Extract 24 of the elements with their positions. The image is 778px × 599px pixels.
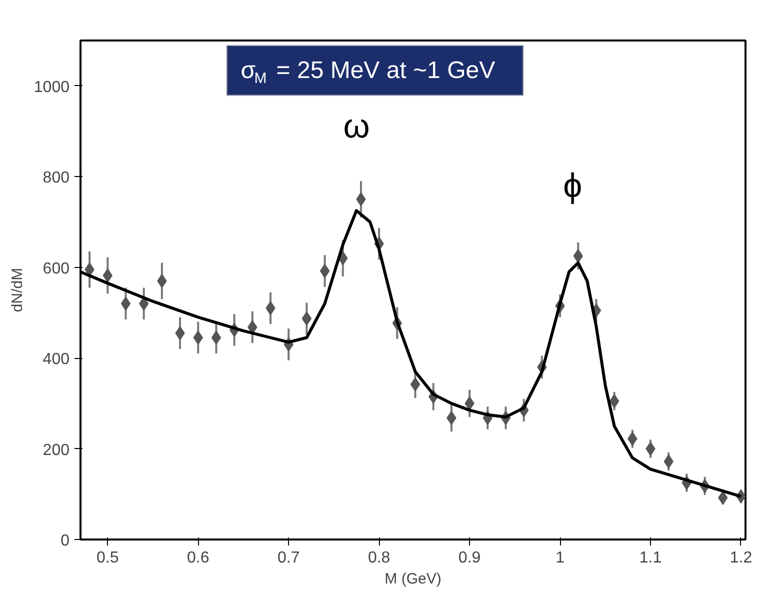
point bbox=[609, 394, 620, 408]
x-tick-label: 0.7 bbox=[277, 550, 300, 566]
y-axis-title: dN/dM bbox=[8, 268, 26, 312]
y-tick-label: 800 bbox=[42, 170, 70, 187]
point bbox=[211, 330, 222, 345]
x-tick-label: 1.1 bbox=[639, 550, 662, 566]
y-tick-label: 0 bbox=[60, 532, 70, 550]
annotation: ω bbox=[343, 107, 370, 146]
annotation: ϕ bbox=[563, 167, 582, 206]
y-tick-label: 1000 bbox=[34, 78, 70, 96]
point bbox=[302, 312, 312, 326]
x-axis-title: M (GeV) bbox=[384, 570, 442, 588]
point bbox=[320, 264, 330, 278]
point bbox=[120, 296, 131, 311]
y-tick-label: 400 bbox=[42, 351, 70, 368]
y-tick-label: 600 bbox=[42, 260, 70, 278]
point bbox=[410, 377, 420, 392]
x-tick-label: 0.6 bbox=[187, 550, 210, 566]
x-tick-label: 0.8 bbox=[368, 550, 390, 566]
x-tick-label: 0.9 bbox=[458, 550, 481, 566]
x-tick-label: 1.2 bbox=[730, 550, 752, 566]
x-tick-label: 0.5 bbox=[96, 550, 119, 566]
x-tick-label: 1 bbox=[556, 550, 565, 566]
y-tick-label: 200 bbox=[42, 442, 70, 459]
